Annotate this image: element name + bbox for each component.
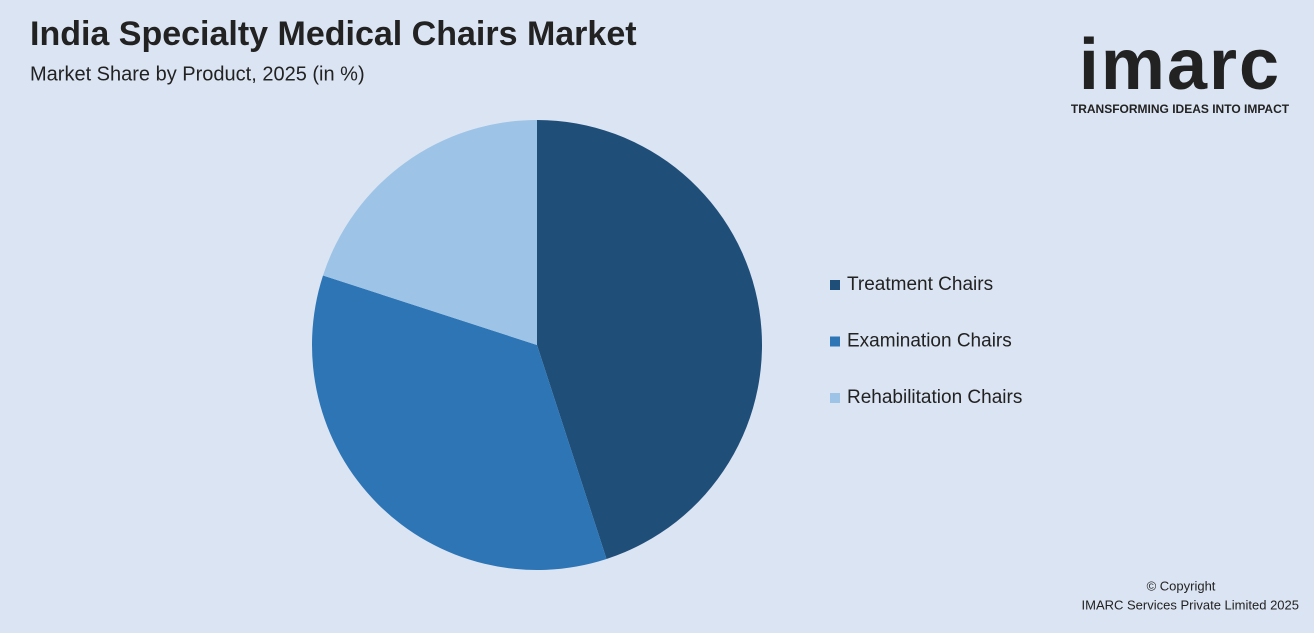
copyright: © Copyright xyxy=(1147,578,1216,593)
company: IMARC Services Private Limited 2025 xyxy=(1082,597,1299,612)
legend-label: Examination Chairs xyxy=(847,331,1012,352)
pie-slice xyxy=(537,120,763,559)
legend-swatch xyxy=(830,336,840,347)
pie-slice xyxy=(312,275,607,570)
chart-title: India Specialty Medical Chairs Market xyxy=(30,15,637,53)
legend-label: Rehabilitation Chairs xyxy=(847,387,1022,408)
logo-tagline: TRANSFORMING IDEAS INTO IMPACT xyxy=(1071,102,1290,116)
legend-swatch xyxy=(830,393,840,403)
pie-slice xyxy=(323,120,537,345)
chart-subtitle: Market Share by Product, 2025 (in %) xyxy=(30,63,365,85)
legend-swatch xyxy=(830,280,840,290)
logo: imarc xyxy=(1079,25,1281,105)
legend-label: Treatment Chairs xyxy=(847,274,993,295)
